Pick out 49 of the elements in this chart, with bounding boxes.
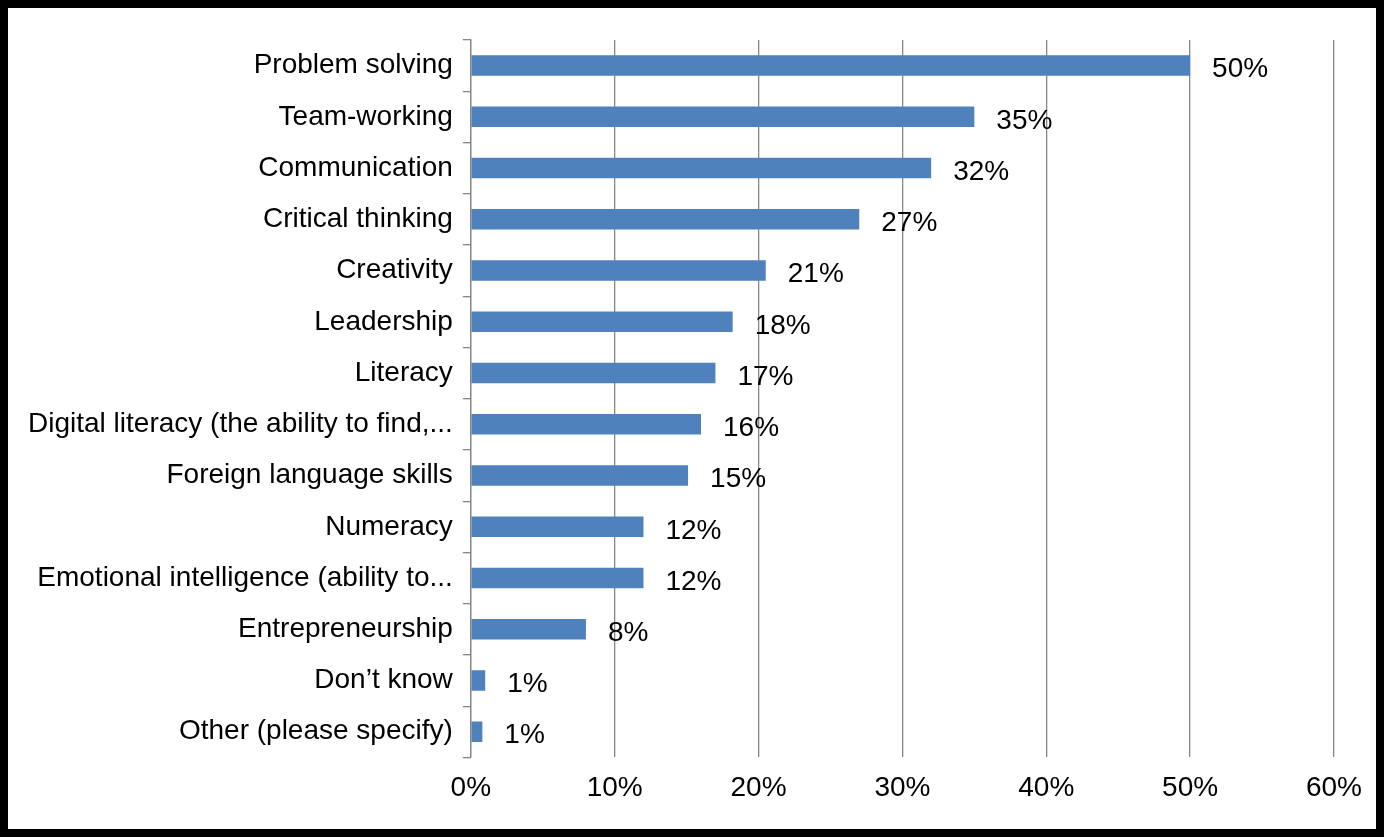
bar [471, 414, 702, 435]
x-tick-label: 50% [1162, 770, 1219, 802]
bar [471, 362, 716, 384]
data-label: 32% [953, 154, 1010, 186]
y-tick-label: Communication [258, 150, 453, 182]
bar [471, 311, 733, 333]
data-label: 1% [507, 667, 548, 699]
y-tick-label: Literacy [354, 355, 453, 387]
y-tick-label: Critical thinking [262, 202, 453, 234]
data-label: 12% [665, 564, 722, 596]
bar [471, 209, 860, 230]
bar [471, 55, 1191, 76]
data-label: 27% [881, 206, 938, 238]
y-tick-label: Problem solving [253, 48, 453, 80]
bar [471, 567, 644, 589]
data-label: 35% [996, 103, 1053, 135]
data-label: 17% [737, 359, 794, 391]
data-label: 21% [787, 257, 844, 289]
data-label: 16% [723, 411, 780, 443]
x-tick-label: 0% [450, 770, 492, 802]
x-tick-label: 60% [1305, 770, 1362, 802]
y-tick-label: Digital literacy (the ability to find,... [28, 407, 453, 439]
data-label: 1% [504, 718, 545, 750]
y-tick-label: Creativity [336, 253, 453, 285]
y-tick-label: Leadership [314, 304, 453, 336]
y-tick-label: Numeracy [325, 509, 453, 541]
data-label: 50% [1212, 52, 1269, 84]
data-label: 8% [607, 616, 649, 648]
y-tick-label: Foreign language skills [166, 458, 453, 490]
y-tick-label: Team-working [278, 99, 453, 131]
x-tick-label: 20% [730, 770, 787, 802]
data-label: 15% [710, 462, 767, 494]
x-tick-label: 10% [586, 770, 643, 802]
bar [471, 721, 483, 743]
y-tick-label: Don’t know [314, 663, 454, 695]
bar [471, 619, 586, 640]
bar [471, 465, 689, 486]
x-tick-label: 30% [874, 770, 931, 802]
bar [471, 157, 932, 179]
bar [471, 516, 644, 538]
bar [471, 260, 766, 281]
y-tick-label: Emotional intelligence (ability to... [37, 560, 453, 592]
y-tick-label: Other (please specify) [178, 714, 453, 746]
x-tick-label: 40% [1018, 770, 1075, 802]
y-tick-label: Entrepreneurship [238, 612, 453, 644]
bar [471, 106, 975, 128]
bar [471, 670, 486, 691]
data-label: 18% [754, 308, 811, 340]
data-label: 12% [665, 513, 722, 545]
